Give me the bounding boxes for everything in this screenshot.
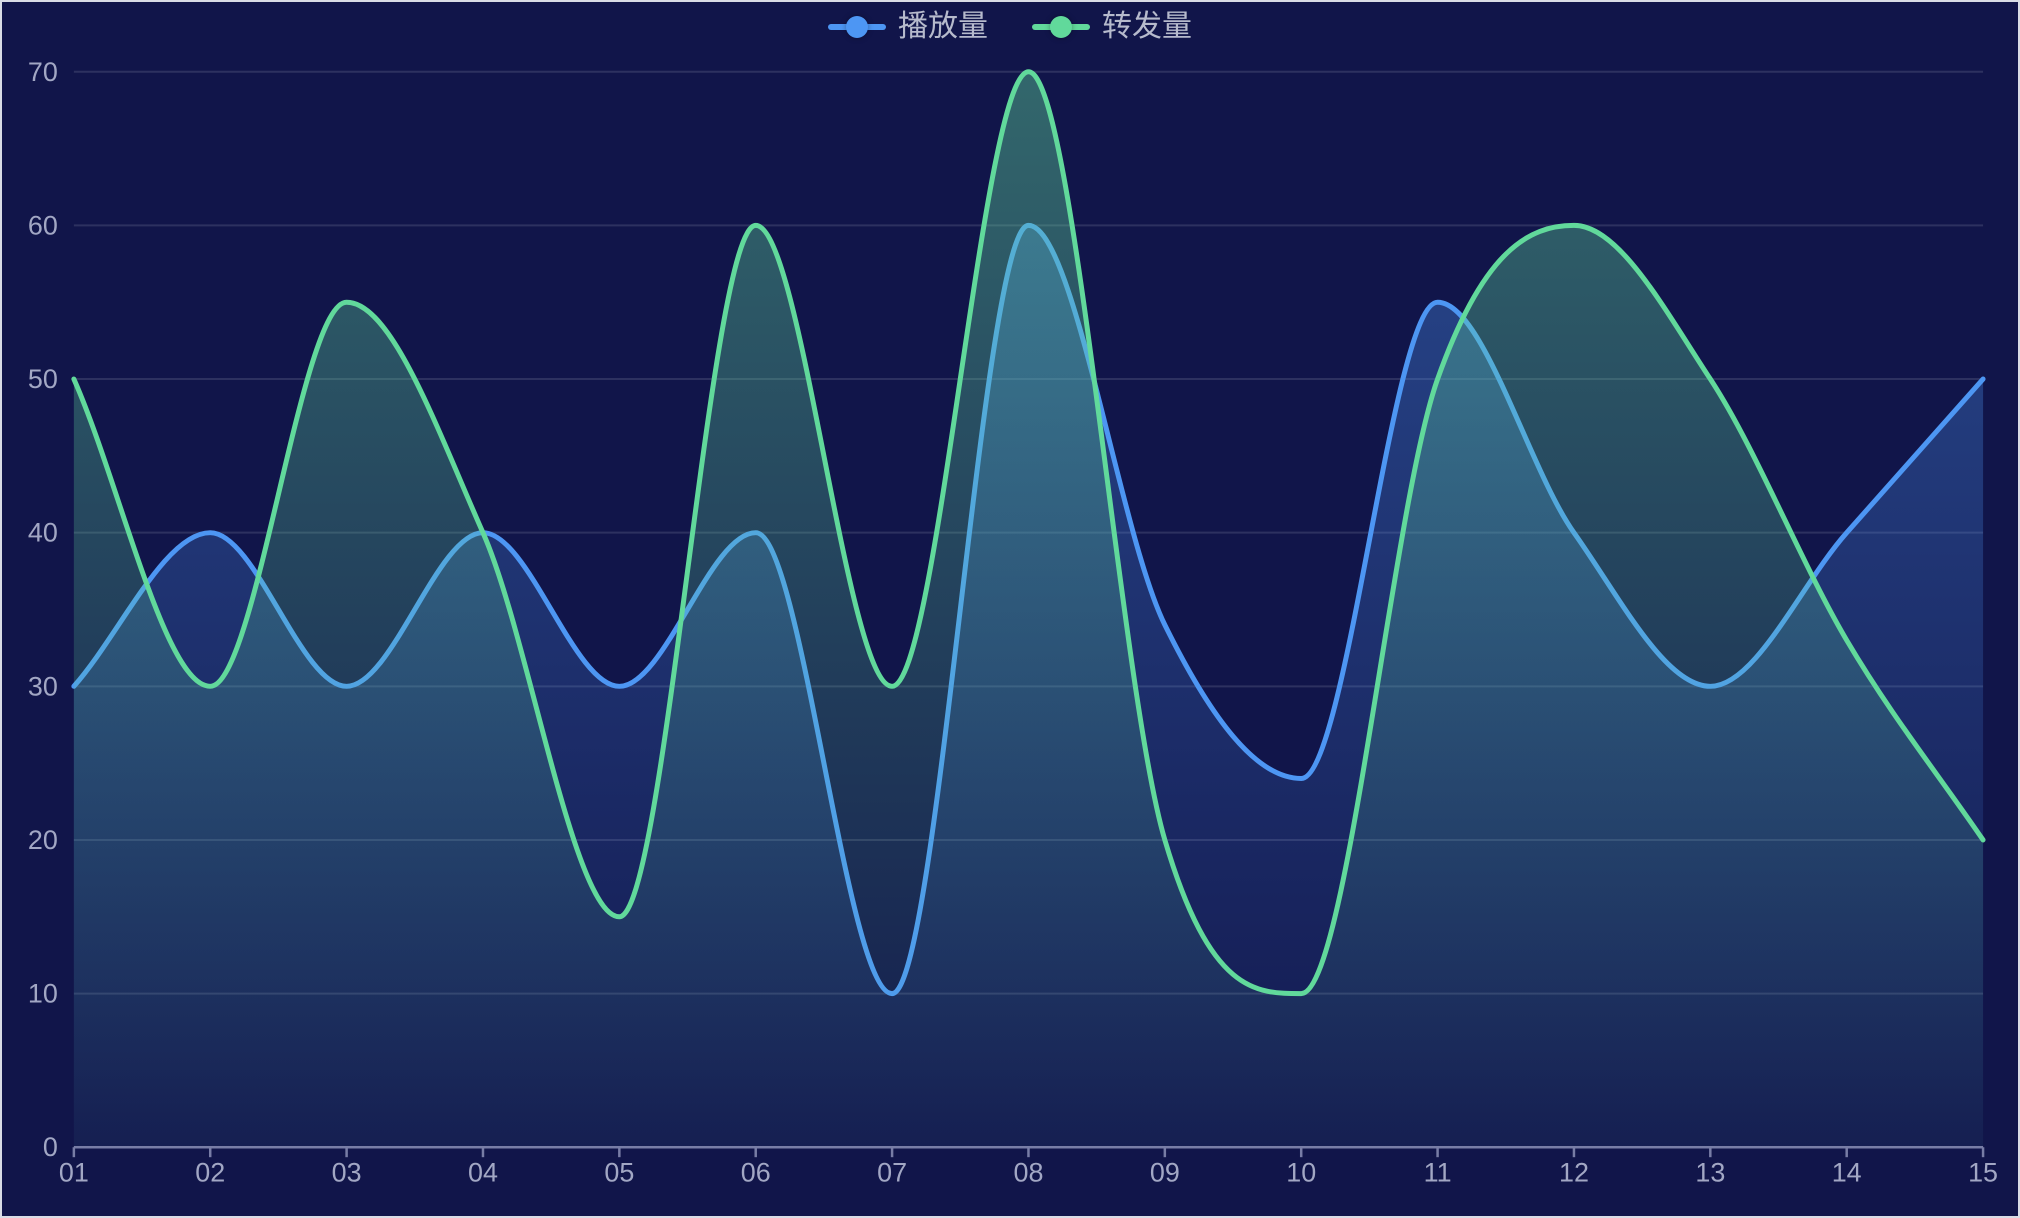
legend-item-forward-count[interactable]: 转发量 bbox=[1032, 12, 1192, 42]
legend-label-play-count: 播放量 bbox=[898, 10, 988, 43]
svg-text:10: 10 bbox=[28, 979, 58, 1009]
svg-text:07: 07 bbox=[877, 1157, 907, 1187]
x-axis bbox=[72, 1145, 1985, 1158]
svg-text:60: 60 bbox=[28, 210, 58, 240]
legend-dot-icon bbox=[846, 16, 868, 38]
svg-text:70: 70 bbox=[28, 57, 58, 87]
svg-text:09: 09 bbox=[1150, 1157, 1180, 1187]
svg-text:05: 05 bbox=[604, 1157, 634, 1187]
svg-text:13: 13 bbox=[1695, 1157, 1725, 1187]
svg-text:10: 10 bbox=[1286, 1157, 1316, 1187]
legend-label-forward-count: 转发量 bbox=[1102, 10, 1192, 43]
svg-text:14: 14 bbox=[1832, 1157, 1862, 1187]
legend: 播放量 转发量 bbox=[2, 12, 2018, 42]
svg-text:20: 20 bbox=[28, 825, 58, 855]
svg-text:02: 02 bbox=[195, 1157, 225, 1187]
line-series-marker-icon bbox=[1032, 16, 1090, 38]
series-area-1 bbox=[73, 71, 1984, 1148]
series-line-1 bbox=[71, 69, 1986, 997]
svg-text:0: 0 bbox=[43, 1132, 58, 1162]
x-axis-labels: 01 02 03 04 05 06 07 08 09 10 11 12 13 14 15 bbox=[59, 1157, 1998, 1187]
svg-text:08: 08 bbox=[1013, 1157, 1043, 1187]
line-series-marker-icon bbox=[828, 16, 886, 38]
svg-text:50: 50 bbox=[28, 364, 58, 394]
svg-text:06: 06 bbox=[741, 1157, 771, 1187]
svg-text:30: 30 bbox=[28, 671, 58, 701]
y-axis-labels: 0 10 20 30 40 50 60 70 bbox=[28, 57, 58, 1162]
svg-text:12: 12 bbox=[1559, 1157, 1589, 1187]
legend-dot-icon bbox=[1050, 16, 1072, 38]
svg-text:01: 01 bbox=[59, 1157, 89, 1187]
svg-text:11: 11 bbox=[1424, 1157, 1452, 1187]
legend-item-play-count[interactable]: 播放量 bbox=[828, 12, 988, 42]
svg-text:03: 03 bbox=[332, 1157, 362, 1187]
svg-text:04: 04 bbox=[468, 1157, 498, 1187]
svg-text:40: 40 bbox=[28, 518, 58, 548]
svg-text:15: 15 bbox=[1968, 1157, 1998, 1187]
